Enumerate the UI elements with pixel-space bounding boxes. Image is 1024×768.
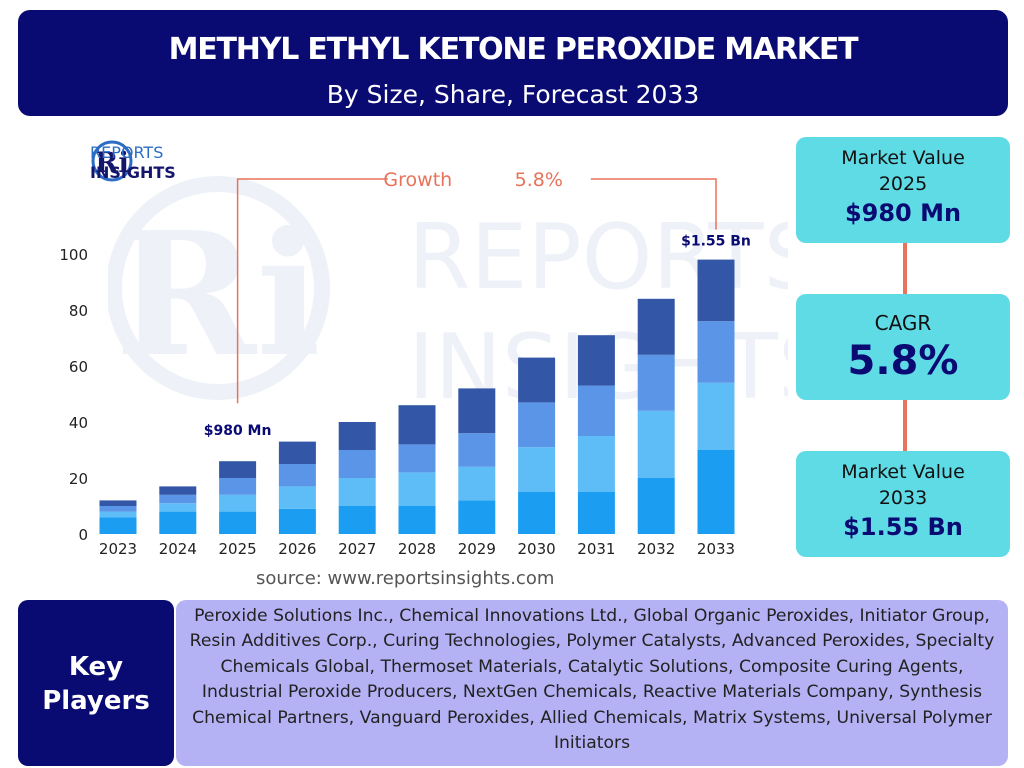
card-year: 2033 xyxy=(878,487,928,509)
logo-line-1: REPORTS xyxy=(90,143,164,162)
growth-bracket-right xyxy=(590,178,717,230)
bar-segment xyxy=(577,436,615,492)
brand-logo-icon: Ri xyxy=(91,140,133,182)
x-tick-label: 2025 xyxy=(219,540,257,558)
card-value: 5.8% xyxy=(847,338,959,384)
bar-segment xyxy=(518,357,556,403)
bar-segment xyxy=(159,494,197,504)
source-note: source: www.reportsinsights.com xyxy=(256,568,555,589)
bar-segment xyxy=(518,492,556,534)
bar-segment xyxy=(398,444,436,473)
bar-segment xyxy=(398,405,436,445)
y-tick-label: 20 xyxy=(69,470,88,488)
y-tick-label: 80 xyxy=(69,302,88,320)
x-tick-label: 2027 xyxy=(338,540,376,558)
y-tick-label: 60 xyxy=(69,358,88,376)
card-year: 2025 xyxy=(878,173,928,195)
market-value-2033-card: Market Value 2033 $1.55 Bn xyxy=(796,451,1010,557)
x-tick-label: 2031 xyxy=(577,540,615,558)
key-players-label-line-1: Key xyxy=(68,652,124,682)
brand-logo-text: REPORTS INSIGHTS xyxy=(90,143,176,183)
market-value-2025-card: Market Value 2025 $980 Mn xyxy=(796,137,1010,243)
card-label: Market Value xyxy=(841,461,965,483)
key-players-label-line-2: Players xyxy=(42,686,150,716)
bar-segment xyxy=(637,354,675,411)
x-tick-label: 2030 xyxy=(518,540,556,558)
bar-segment xyxy=(637,410,675,478)
bar-segment xyxy=(99,517,137,534)
end-value-label: $1.55 Bn xyxy=(681,234,751,250)
bar-segment xyxy=(697,382,735,450)
page-subtitle: By Size, Share, Forecast 2033 xyxy=(326,80,700,109)
card-connector xyxy=(903,400,907,451)
bar-segment xyxy=(338,478,376,506)
y-tick-label: 100 xyxy=(59,246,88,264)
card-value: $1.55 Bn xyxy=(843,513,963,541)
x-tick-label: 2023 xyxy=(99,540,137,558)
bar-segment xyxy=(219,494,257,512)
cagr-card: CAGR 5.8% xyxy=(796,294,1010,400)
bar-segment xyxy=(99,506,137,512)
bar-segment xyxy=(278,441,316,464)
card-label: Market Value xyxy=(841,147,965,169)
logo-line-2: INSIGHTS xyxy=(90,163,176,182)
bar-segment xyxy=(338,506,376,534)
bar-segment xyxy=(159,486,197,495)
logo-mark: Ri xyxy=(95,146,129,179)
bar-segment xyxy=(458,433,496,467)
bar-segment xyxy=(159,511,197,534)
title-banner: METHYL ETHYL KETONE PEROXIDE MARKET By S… xyxy=(18,10,1008,116)
bar-segment xyxy=(398,506,436,534)
x-tick-label: 2028 xyxy=(398,540,436,558)
card-connector xyxy=(903,243,907,294)
y-tick-label: 40 xyxy=(69,414,88,432)
bar-segment xyxy=(278,508,316,534)
bar-segment xyxy=(219,478,257,495)
bar-segment xyxy=(577,492,615,534)
bar-segment xyxy=(278,486,316,509)
bar-segment xyxy=(398,472,436,506)
bar-segment xyxy=(577,335,615,386)
bar-segment xyxy=(219,511,257,534)
stacked-bar-chart: 0 20 40 60 80 100 2023 2024 2025 2026 2027 2028 2029… xyxy=(59,169,751,558)
key-players-label: Key Players xyxy=(18,600,174,766)
card-label: CAGR xyxy=(874,311,932,335)
bar-segment xyxy=(99,500,137,506)
bar-segment xyxy=(458,466,496,501)
x-tick-label: 2033 xyxy=(697,540,735,558)
key-players-list: Peroxide Solutions Inc., Chemical Innova… xyxy=(176,600,1008,766)
bar-segment xyxy=(278,464,316,487)
bar-segment xyxy=(338,422,376,450)
bar-segment xyxy=(697,450,735,534)
page-title: METHYL ETHYL KETONE PEROXIDE MARKET xyxy=(168,32,859,67)
bar-segment xyxy=(637,478,675,534)
bar-segment xyxy=(577,385,615,436)
bar-segment xyxy=(99,511,137,518)
x-tick-label: 2024 xyxy=(159,540,197,558)
x-tick-label: 2029 xyxy=(458,540,496,558)
growth-label: Growth xyxy=(383,169,452,191)
card-value: $980 Mn xyxy=(844,199,962,227)
bar-segment xyxy=(458,388,496,434)
y-tick-label: 0 xyxy=(78,526,88,544)
bar-segment xyxy=(697,321,735,383)
x-tick-label: 2032 xyxy=(637,540,675,558)
bar-segment xyxy=(697,259,735,322)
growth-bracket-left xyxy=(236,178,388,404)
bar-segment xyxy=(338,450,376,478)
bar-segment xyxy=(219,461,257,478)
x-tick-label: 2026 xyxy=(278,540,316,558)
bar-segment xyxy=(518,402,556,448)
bar-segment xyxy=(159,503,197,512)
growth-value: 5.8% xyxy=(515,169,563,191)
bar-segment xyxy=(637,298,675,355)
start-value-label: $980 Mn xyxy=(204,423,272,439)
bar-segment xyxy=(458,500,496,534)
bar-segment xyxy=(518,447,556,492)
